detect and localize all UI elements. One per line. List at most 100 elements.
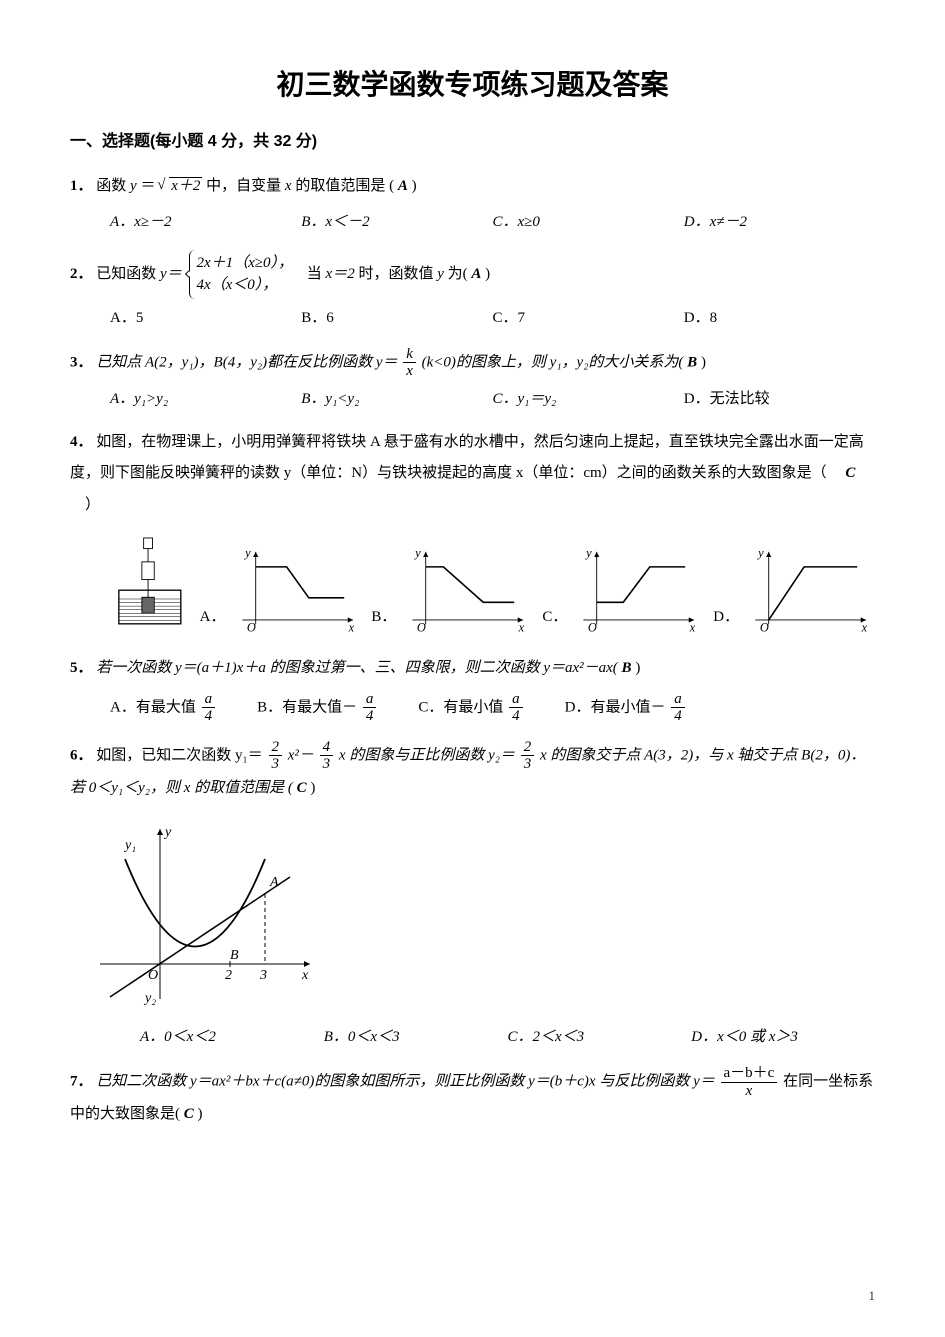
q4-close: ） [70, 497, 100, 513]
q2-cond: x＝2 [326, 266, 355, 282]
q4-physics-diagram [110, 529, 190, 639]
svg-text:y: y [756, 546, 764, 560]
q2-piece2: 4x（x＜0）， [196, 274, 293, 297]
question-3: 3． 已知点 A(2，y₁)，B(4，y₂)都在反比例函数 y＝ k x (k<… [70, 346, 875, 380]
q3-opt-d: D．无法比较 [684, 386, 875, 413]
q4-figures: A． O x y B． O x y C． O x y D． O x y [110, 529, 875, 639]
q5-c-pre: C．有最小值 [418, 699, 503, 715]
fraction-icon: 43 [320, 739, 334, 773]
q2-post: 时，函数值 [358, 266, 437, 282]
q6-opt-a: A．0＜x＜2 [140, 1024, 324, 1051]
sqrt-icon: x＋2 [159, 171, 202, 203]
fraction-icon: a4 [202, 691, 216, 725]
q7-close: ) [198, 1106, 203, 1122]
q3-options: A．y₁>y₂ B．y₁<y₂ C．y₁＝y₂ D．无法比较 [110, 386, 875, 413]
q1-opt-b: B．x＜－2 [301, 209, 492, 236]
q5-b-pre: B．有最大值－ [257, 699, 357, 715]
q4-lbl-c: C． [542, 604, 567, 639]
svg-text:x: x [689, 621, 696, 635]
fraction-icon: a4 [671, 691, 685, 725]
svg-text:2: 2 [225, 968, 232, 983]
q1-sqrt: x＋2 [169, 177, 202, 194]
q3-opt-a: A．y₁>y₂ [110, 386, 301, 413]
q5-a-pre: A．有最大值 [110, 699, 196, 715]
q1-opt-d: D．x≠－2 [684, 209, 875, 236]
q1-num: 1． [70, 178, 93, 194]
q1-opt-c: C．x≥0 [493, 209, 684, 236]
svg-text:y₂: y₂ [143, 991, 156, 1006]
q6-a: 如图，已知二次函数 y₁＝ [96, 747, 262, 763]
q5-opt-d: D．有最小值－ a4 [565, 691, 687, 725]
svg-text:O: O [417, 621, 426, 635]
q5-stem: 若一次函数 y＝(a＋1)x＋a 的图象过第一、三、四象限，则二次函数 y＝ax… [96, 660, 618, 676]
q6-answer: C [297, 780, 307, 796]
fraction-icon: a4 [363, 691, 377, 725]
q5-close: ) [635, 660, 640, 676]
fraction-icon: 23 [269, 739, 283, 773]
q2-piece1: 2x＋1（x≥0）， [196, 252, 293, 275]
q4-lbl-a: A． [200, 604, 226, 639]
q1-var: x [285, 178, 292, 194]
q3-opt-b: B．y₁<y₂ [301, 386, 492, 413]
question-2: 2． 已知函数 y＝ 2x＋1（x≥0）， 4x（x＜0）， 当 x＝2 时，函… [70, 250, 875, 299]
q7-frac-num: a－b＋c [721, 1065, 778, 1083]
q1-answer: A [398, 178, 408, 194]
q4-graph-a: O x y [238, 539, 362, 639]
page-title: 初三数学函数专项练习题及答案 [70, 60, 875, 110]
q1-stem-pre: 函数 [96, 178, 130, 194]
q3-answer: B [687, 354, 697, 370]
q4-graph-c: O x y [579, 539, 703, 639]
svg-text:y: y [163, 825, 172, 840]
q5-options: A．有最大值 a4 B．有最大值－ a4 C．有最小值 a4 D．有最小值－ a… [110, 691, 875, 725]
question-4: 4． 如图，在物理课上，小明用弹簧秤将铁块 A 悬于盛有水的水槽中，然后匀速向上… [70, 427, 875, 522]
q3-stem: 已知点 A(2，y₁)，B(4，y₂)都在反比例函数 y＝ [96, 354, 397, 370]
q3-frac-num: k [403, 346, 416, 364]
svg-text:y: y [243, 546, 251, 560]
svg-text:x: x [347, 621, 354, 635]
question-6: 6． 如图，已知二次函数 y₁＝ 23 x²－ 43 x 的图象与正比例函数 y… [70, 739, 875, 805]
q4-stem: 如图，在物理课上，小明用弹簧秤将铁块 A 悬于盛有水的水槽中，然后匀速向上提起，… [70, 434, 864, 482]
q2-post2: 为( [448, 266, 468, 282]
svg-text:y: y [584, 546, 592, 560]
svg-text:y: y [414, 546, 422, 560]
question-7: 7． 已知二次函数 y＝ax²＋bx＋c(a≠0)的图象如图所示，则正比例函数 … [70, 1065, 875, 1131]
q5-num: 5． [70, 660, 93, 676]
q2-answer: A [471, 266, 481, 282]
q6-opt-d: D．x＜0 或 x＞3 [691, 1024, 875, 1051]
q4-graph-d: O x y [751, 539, 875, 639]
q1-post: 中，自变量 [206, 178, 285, 194]
q1-close: ) [412, 178, 417, 194]
q7-stem-a: 已知二次函数 y＝ax²＋bx＋c(a≠0)的图象如图所示，则正比例函数 y＝(… [96, 1074, 714, 1090]
q2-mid: 当 [307, 266, 326, 282]
q6-figure: O x y y₁ A B y₂ 2 3 [70, 814, 875, 1014]
q7-num: 7． [70, 1074, 93, 1090]
q2-lhs: y＝ [160, 266, 182, 282]
q6-opt-c: C．2＜x＜3 [508, 1024, 692, 1051]
svg-text:O: O [588, 621, 597, 635]
q1-post2: 的取值范围是 ( [295, 178, 394, 194]
q1-eq: ＝ [140, 178, 155, 194]
q5-d-pre: D．有最小值－ [565, 699, 666, 715]
fraction-icon: a4 [509, 691, 523, 725]
q3-frac-den: x [403, 363, 416, 380]
section-header: 一、选择题(每小题 4 分，共 32 分) [70, 128, 875, 157]
svg-text:x: x [518, 621, 525, 635]
question-5: 5． 若一次函数 y＝(a＋1)x＋a 的图象过第一、三、四象限，则二次函数 y… [70, 653, 875, 685]
q6-opt-b: B．0＜x＜3 [324, 1024, 508, 1051]
q2-y: y [437, 266, 444, 282]
q2-close: ) [485, 266, 490, 282]
q6-close: ) [310, 780, 315, 796]
svg-text:y₁: y₁ [123, 838, 136, 853]
svg-text:B: B [230, 948, 239, 963]
q6-c: x 的图象与正比例函数 y₂＝ [339, 747, 515, 763]
fraction-icon: a－b＋c x [721, 1065, 778, 1099]
svg-text:O: O [148, 968, 158, 983]
svg-text:x: x [301, 968, 309, 983]
q7-frac-den: x [721, 1083, 778, 1100]
q2-options: A．5 B．6 C．7 D．8 [110, 305, 875, 332]
q2-num: 2． [70, 266, 93, 282]
svg-text:O: O [246, 621, 255, 635]
q6-graph: O x y y₁ A B y₂ 2 3 [70, 814, 330, 1014]
fraction-icon: 23 [521, 739, 535, 773]
q1-options: A．x≥－2 B．x＜－2 C．x≥0 D．x≠－2 [110, 209, 875, 236]
